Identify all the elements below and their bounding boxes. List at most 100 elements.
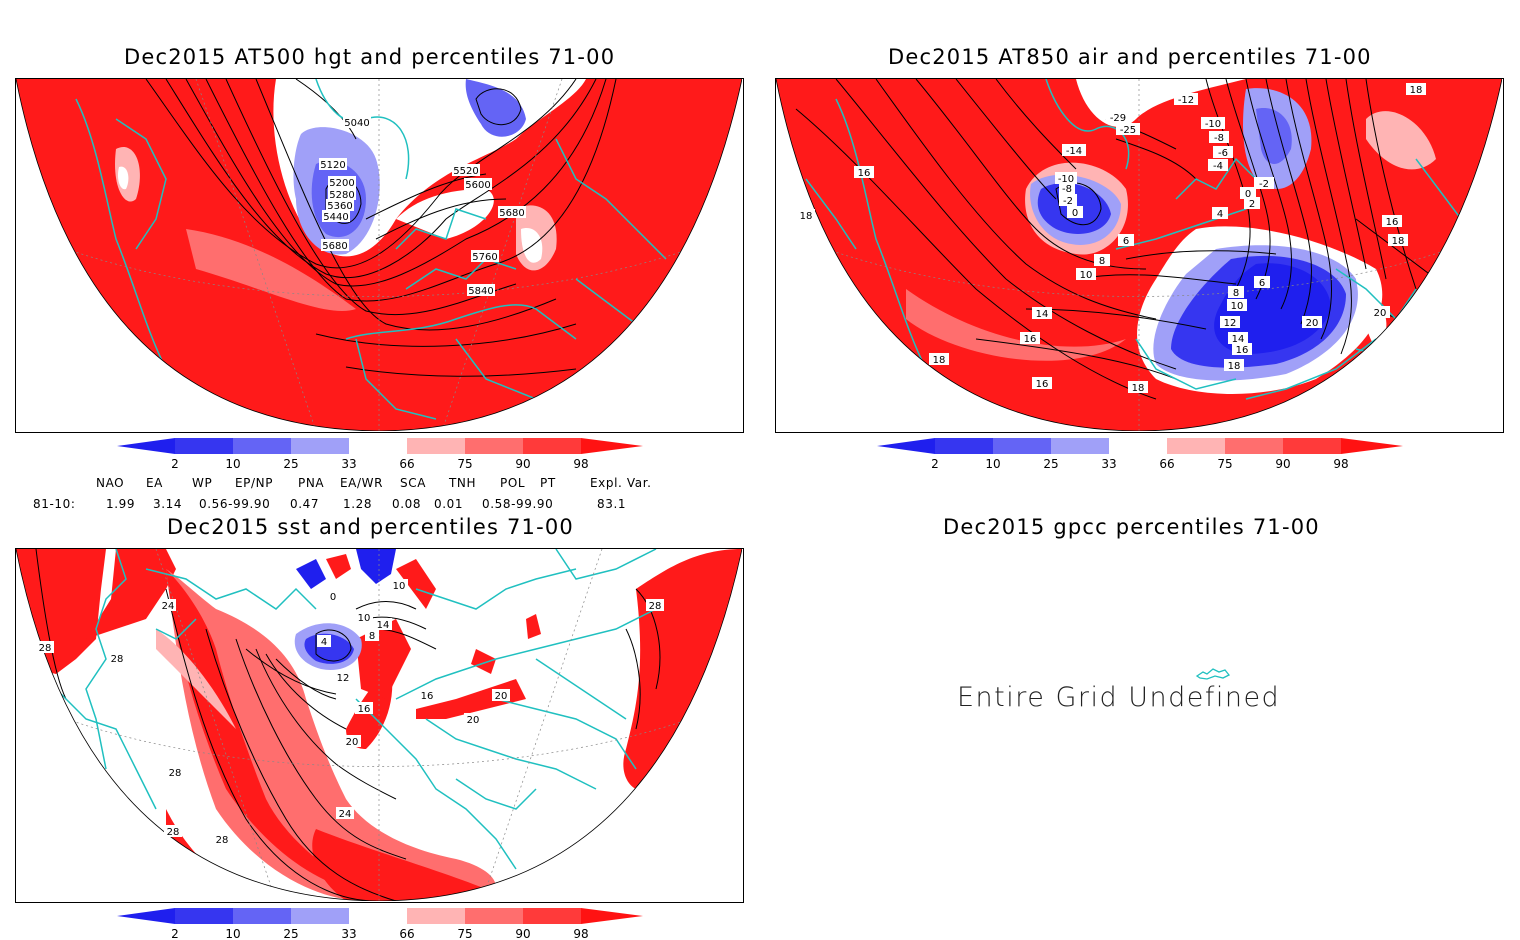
contour-label: 18 (1410, 85, 1423, 96)
colorbar-tick: 10 (225, 927, 240, 940)
tele-header: WP (192, 476, 213, 490)
contour-label: 5120 (320, 160, 345, 171)
colorbar-tick: 75 (1217, 457, 1232, 471)
contour-label: 20 (467, 715, 480, 726)
colorbar-tick: 98 (1333, 457, 1348, 471)
colorbar-tick: 25 (283, 927, 298, 940)
panel-title-air850: Dec2015 AT850 air and percentiles 71-00 (888, 45, 1372, 69)
contour-label: 0 (1245, 189, 1251, 200)
map-sst: 24 28 28 28 28 28 24 20 16 12 4 8 10 14 … (15, 548, 744, 903)
contour-label: 28 (167, 827, 180, 838)
contour-label: -14 (1066, 146, 1082, 157)
contour-label: 2 (1249, 199, 1255, 210)
contour-label: 4 (1217, 209, 1223, 220)
contour-label: 5040 (344, 118, 369, 129)
tele-value: 0.58-99.90 (482, 497, 554, 511)
tele-value: 0.08 (392, 497, 422, 511)
tele-header: TNH (449, 476, 477, 490)
contour-label: 14 (1232, 334, 1245, 345)
contour-label: 6 (1259, 278, 1265, 289)
contour-label: 20 (495, 691, 508, 702)
contour-label: -6 (1218, 148, 1228, 159)
colorbar-air850: 2 10 25 33 66 75 90 98 (877, 438, 1403, 472)
contour-label: -2 (1063, 196, 1073, 207)
tele-header: NAO (96, 476, 125, 490)
colorbar-tick: 90 (515, 457, 530, 471)
undefined-grid-message: Entire Grid Undefined (957, 682, 1281, 713)
contour-label: 5280 (329, 190, 354, 201)
contour-label: 20 (1306, 318, 1319, 329)
map-hgt500: 5040 5120 5200 5280 5360 5440 5520 5600 … (15, 78, 744, 433)
contour-label: -12 (1178, 95, 1194, 106)
contour-label: 16 (1386, 217, 1399, 228)
contour-label: 18 (1132, 383, 1145, 394)
contour-label: 5760 (472, 252, 497, 263)
contour-label: 5200 (329, 178, 354, 189)
tele-header: EA (146, 476, 163, 490)
colorbar-tick: 75 (457, 457, 472, 471)
tele-header: SCA (400, 476, 427, 490)
colorbar-tick: 98 (573, 927, 588, 940)
contour-label: 14 (1036, 309, 1049, 320)
colorbar-tick: 2 (171, 457, 179, 471)
tele-header: EP/NP (235, 476, 274, 490)
colorbar-tick: 33 (341, 927, 356, 940)
colorbar-tick: 10 (985, 457, 1000, 471)
tele-value: 83.1 (597, 497, 627, 511)
contour-label: -10 (1058, 174, 1074, 185)
colorbar-tick: 25 (1043, 457, 1058, 471)
tele-header: Expl. Var. (590, 476, 652, 490)
contour-label: 16 (1236, 345, 1249, 356)
contour-label: 10 (1231, 301, 1244, 312)
tele-header: POL (500, 476, 526, 490)
colorbar-tick: 33 (1101, 457, 1116, 471)
colorbar-tick: 98 (573, 457, 588, 471)
contour-label: 0 (330, 592, 336, 603)
colorbar-sst: 2 10 25 33 66 75 90 98 (117, 908, 643, 940)
contour-label: -8 (1214, 133, 1224, 144)
contour-label: 8 (1099, 256, 1105, 267)
contour-label: 5600 (465, 180, 490, 191)
contour-label: 5840 (468, 286, 493, 297)
contour-label: 16 (358, 704, 371, 715)
map-air850: -12 -10 -8 -6 -4 -2 0 2 4 -29 -25 -14 -1… (775, 78, 1504, 433)
contour-label: -8 (1062, 184, 1072, 195)
tele-value: 1.99 (106, 497, 136, 511)
colorbar-tick: 66 (399, 927, 414, 940)
contour-label: 8 (1233, 288, 1239, 299)
contour-label: 6 (1123, 236, 1129, 247)
contour-label: 28 (649, 601, 662, 612)
contour-label: 16 (858, 168, 871, 179)
contour-label: 10 (358, 613, 371, 624)
contour-label: 8 (369, 631, 375, 642)
colorbar-tick: 90 (1275, 457, 1290, 471)
contour-label: 16 (421, 691, 434, 702)
contour-label: 20 (346, 737, 359, 748)
contour-label: 4 (321, 637, 327, 648)
contour-label: 28 (111, 654, 124, 665)
contour-label: -4 (1213, 161, 1223, 172)
contour-label: 16 (1024, 334, 1037, 345)
colorbar-tick: 10 (225, 457, 240, 471)
tele-row-label: 81-10: (33, 497, 76, 511)
tele-value: 0.56-99.90 (199, 497, 271, 511)
contour-label: 18 (800, 211, 813, 222)
contour-label: 5360 (327, 201, 352, 212)
contour-label: 24 (162, 601, 175, 612)
colorbar-hgt500: 2 10 25 33 66 75 90 98 (117, 438, 643, 472)
contour-label: 5680 (322, 241, 347, 252)
contour-label: 28 (39, 643, 52, 654)
tele-value: 3.14 (153, 497, 183, 511)
panel-title-gpcc: Dec2015 gpcc percentiles 71-00 (943, 515, 1320, 539)
contour-label: -2 (1259, 179, 1269, 190)
tele-value: 1.28 (343, 497, 373, 511)
contour-label: 12 (1224, 318, 1237, 329)
contour-label: 14 (377, 620, 390, 631)
colorbar-tick: 2 (171, 927, 179, 940)
contour-label: 16 (1036, 379, 1049, 390)
colorbar-tick: 90 (515, 927, 530, 940)
contour-label: -10 (1205, 119, 1221, 130)
contour-label: 20 (1374, 308, 1387, 319)
contour-label: 5440 (323, 212, 348, 223)
contour-label: 18 (933, 355, 946, 366)
